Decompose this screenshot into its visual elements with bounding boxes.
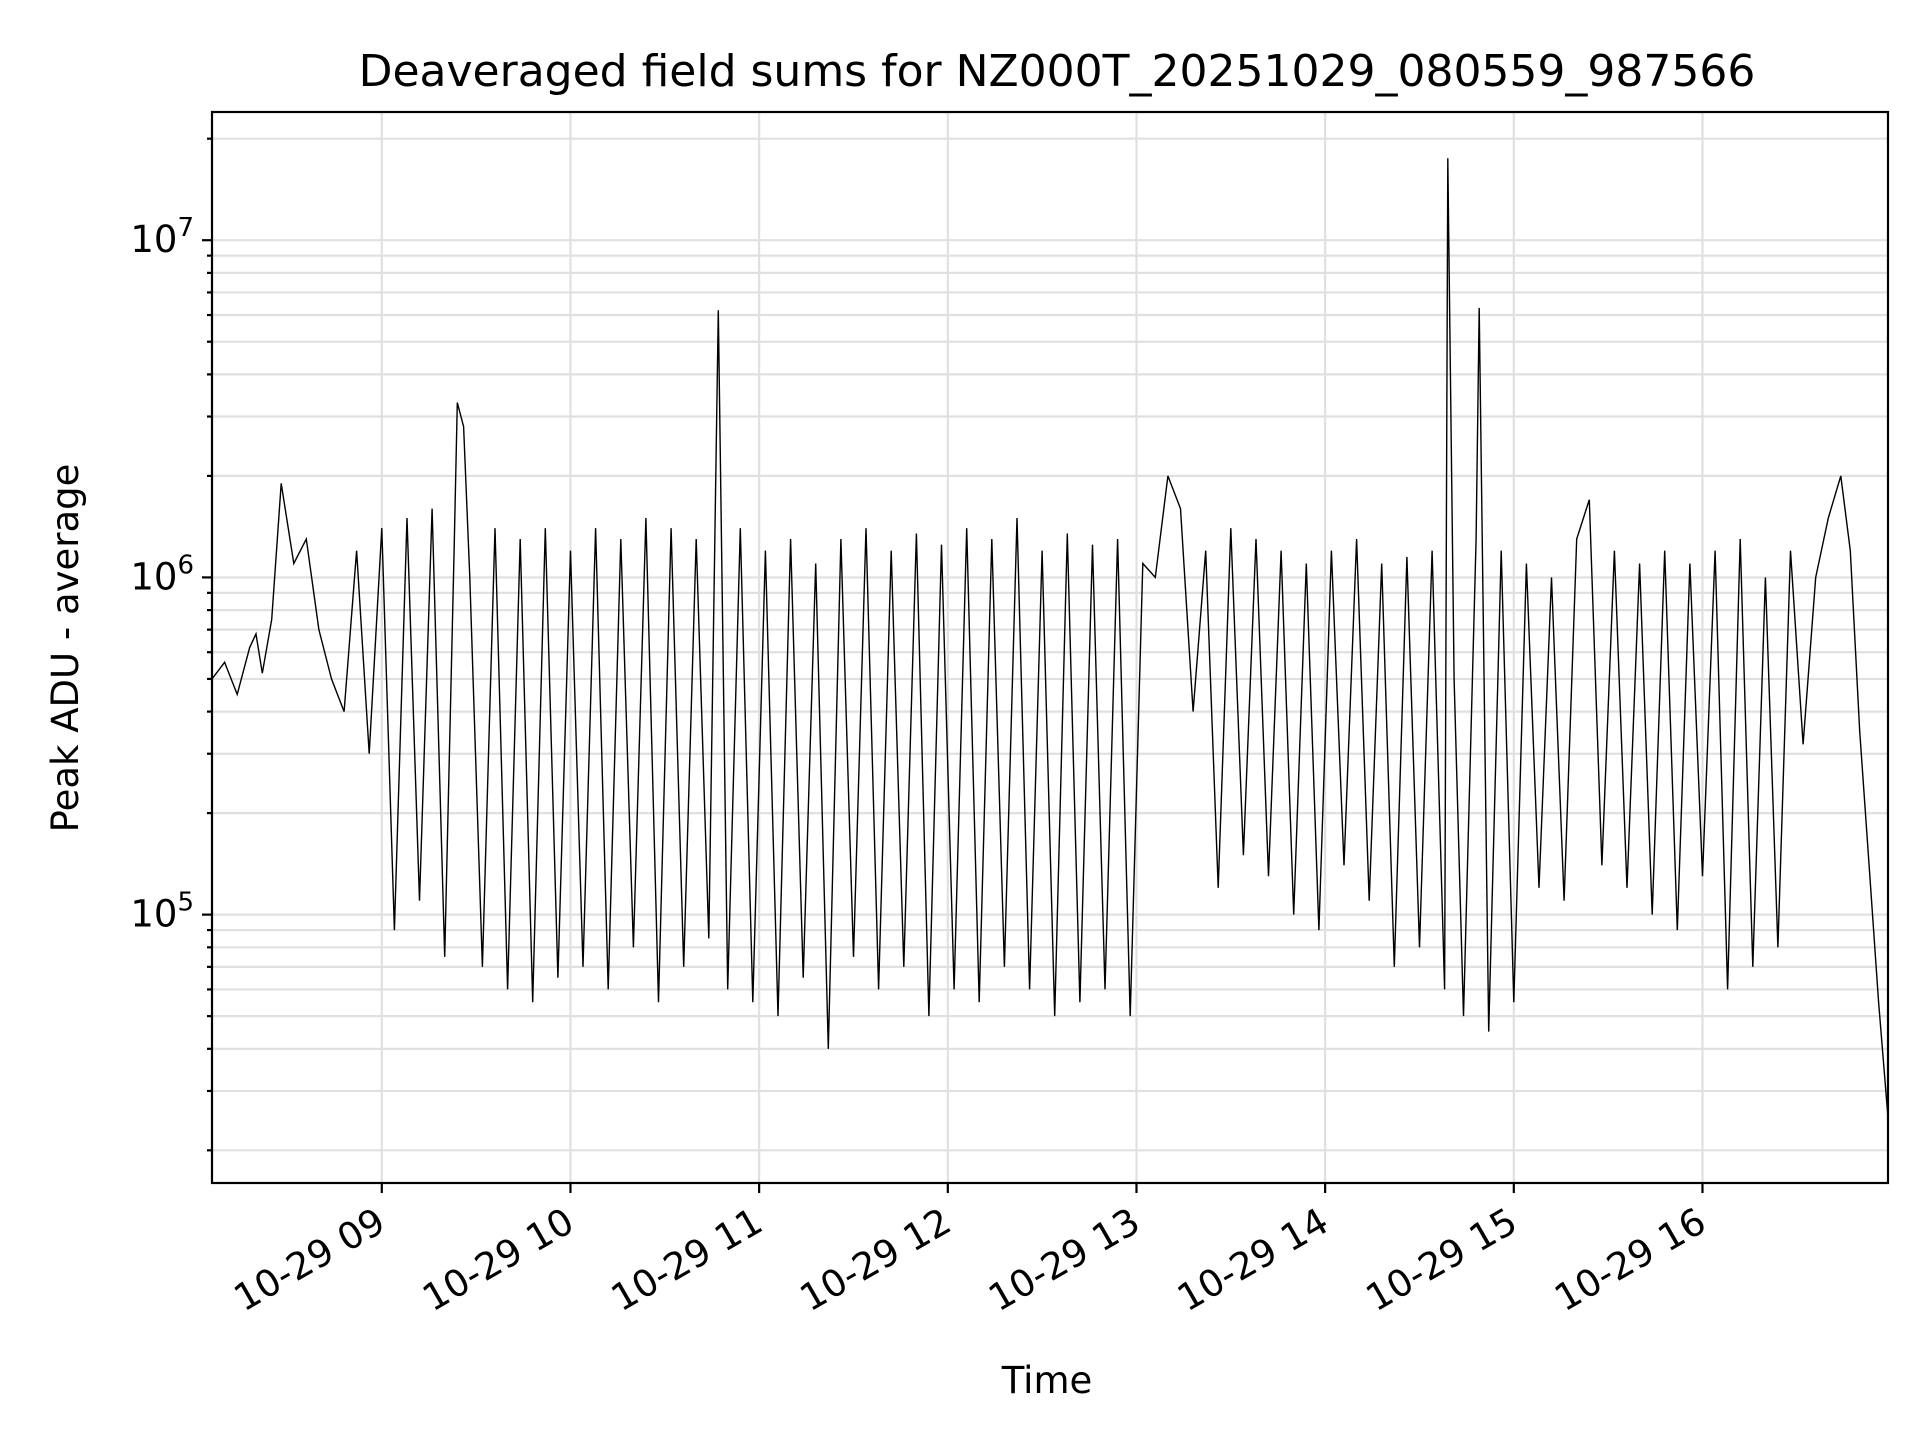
plot-frame <box>210 110 1890 1185</box>
grid <box>212 112 1888 1183</box>
y-tick-exponent: 7 <box>177 213 194 243</box>
y-tick-base: 10 <box>130 893 177 936</box>
series-layer <box>211 158 1889 1118</box>
y-tick-label: 107 <box>130 213 194 261</box>
y-tick-label: 106 <box>130 550 194 598</box>
y-tick-exponent: 6 <box>177 550 194 580</box>
y-tick-base: 10 <box>130 218 177 261</box>
y-tick-label: 105 <box>130 888 194 936</box>
series-line <box>211 158 1889 1118</box>
x-axis-label: Time <box>1001 1359 1093 1402</box>
chart-title: Deaveraged field sums for NZ000T_2025102… <box>359 46 1756 97</box>
y-tick-base: 10 <box>130 555 177 598</box>
y-axis-label: Peak ADU - average <box>44 464 87 833</box>
y-tick-exponent: 5 <box>177 888 194 918</box>
